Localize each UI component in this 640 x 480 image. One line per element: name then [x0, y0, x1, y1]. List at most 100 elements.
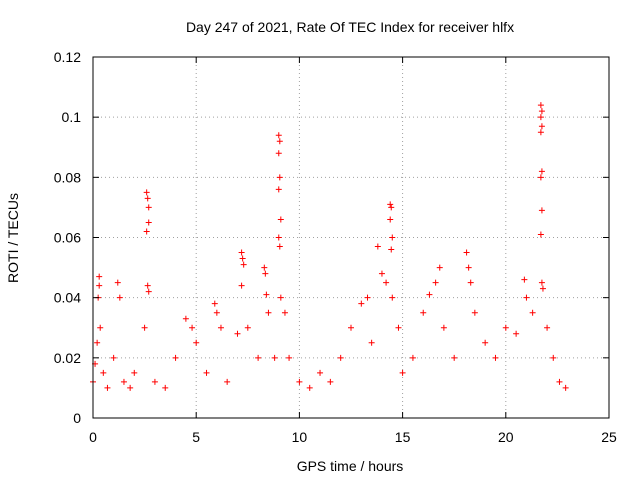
data-point	[368, 339, 375, 346]
data-point	[463, 249, 470, 256]
x-tick-label: 25	[601, 429, 617, 445]
data-point	[378, 270, 385, 277]
data-point	[327, 378, 334, 385]
y-tick-label: 0.08	[54, 169, 81, 185]
data-point	[281, 309, 288, 316]
data-point	[94, 339, 101, 346]
data-point	[275, 132, 282, 139]
data-point	[395, 324, 402, 331]
data-point	[387, 201, 394, 208]
data-point	[265, 309, 272, 316]
data-point	[224, 378, 231, 385]
data-point	[337, 354, 344, 361]
data-point	[238, 282, 245, 289]
data-point	[436, 264, 443, 271]
data-point	[131, 369, 138, 376]
data-point	[114, 279, 121, 286]
data-point	[104, 384, 111, 391]
data-point	[271, 354, 278, 361]
data-point	[189, 324, 196, 331]
data-point	[537, 129, 544, 136]
data-point	[556, 378, 563, 385]
data-point	[263, 291, 270, 298]
data-point	[193, 339, 200, 346]
data-point	[262, 270, 269, 277]
data-point	[492, 354, 499, 361]
data-point	[538, 168, 545, 175]
y-tick-label: 0.04	[54, 290, 81, 306]
data-point	[217, 324, 224, 331]
data-point	[550, 354, 557, 361]
data-point	[151, 378, 158, 385]
chart-title: Day 247 of 2021, Rate Of TEC Index for r…	[186, 19, 514, 35]
data-point	[409, 354, 416, 361]
data-point	[388, 204, 395, 211]
data-point	[116, 294, 123, 301]
data-point	[364, 294, 371, 301]
data-point	[529, 309, 536, 316]
data-point	[440, 324, 447, 331]
data-point	[467, 279, 474, 286]
grid	[93, 57, 609, 418]
data-point	[399, 369, 406, 376]
x-tick-label: 15	[395, 429, 411, 445]
data-point	[296, 378, 303, 385]
data-point	[537, 231, 544, 238]
data-point	[537, 114, 544, 121]
data-point	[389, 294, 396, 301]
data-point	[234, 330, 241, 337]
data-point	[182, 315, 189, 322]
y-tick-label: 0	[73, 410, 81, 426]
data-point	[275, 234, 282, 241]
data-point	[240, 261, 247, 268]
data-point	[537, 102, 544, 109]
data-point	[277, 294, 284, 301]
x-tick-label: 10	[292, 429, 308, 445]
data-point	[211, 300, 218, 307]
data-point	[389, 234, 396, 241]
data-point	[538, 108, 545, 115]
data-point	[96, 273, 103, 280]
data-point	[276, 243, 283, 250]
data-point	[523, 294, 530, 301]
data-point	[306, 384, 313, 391]
y-tick-label: 0.02	[54, 350, 81, 366]
data-point	[275, 150, 282, 157]
y-tick-label: 0.1	[62, 109, 82, 125]
data-point	[255, 354, 262, 361]
data-point	[97, 324, 104, 331]
data-point	[162, 384, 169, 391]
data-point	[203, 369, 210, 376]
y-axis-label: ROTI / TECUs	[5, 193, 21, 283]
data-point	[513, 330, 520, 337]
data-point	[145, 288, 152, 295]
data-point	[544, 324, 551, 331]
y-tick-label: 0.06	[54, 230, 81, 246]
data-point	[358, 300, 365, 307]
x-tick-label: 0	[89, 429, 97, 445]
data-point	[471, 309, 478, 316]
data-point	[145, 219, 152, 226]
data-point	[538, 123, 545, 130]
data-point	[388, 246, 395, 253]
data-point	[276, 174, 283, 181]
data-point	[276, 138, 283, 145]
x-tick-label: 5	[192, 429, 200, 445]
data-point	[144, 195, 151, 202]
data-point	[144, 282, 151, 289]
data-points	[90, 102, 569, 391]
x-tick-label: 20	[498, 429, 514, 445]
data-point	[244, 324, 251, 331]
data-point	[502, 324, 509, 331]
data-point	[143, 228, 150, 235]
data-point	[120, 378, 127, 385]
axis-ticks: 0 5 10 15 20 25 0 0.02 0.04 0.06 0.08 0.1 0.12	[54, 49, 617, 445]
data-point	[277, 216, 284, 223]
data-point	[348, 324, 354, 331]
plot-frame	[92, 56, 610, 419]
data-point	[387, 216, 394, 223]
data-point	[383, 279, 390, 286]
data-point	[562, 384, 569, 391]
data-point	[213, 309, 220, 316]
data-point	[286, 354, 293, 361]
